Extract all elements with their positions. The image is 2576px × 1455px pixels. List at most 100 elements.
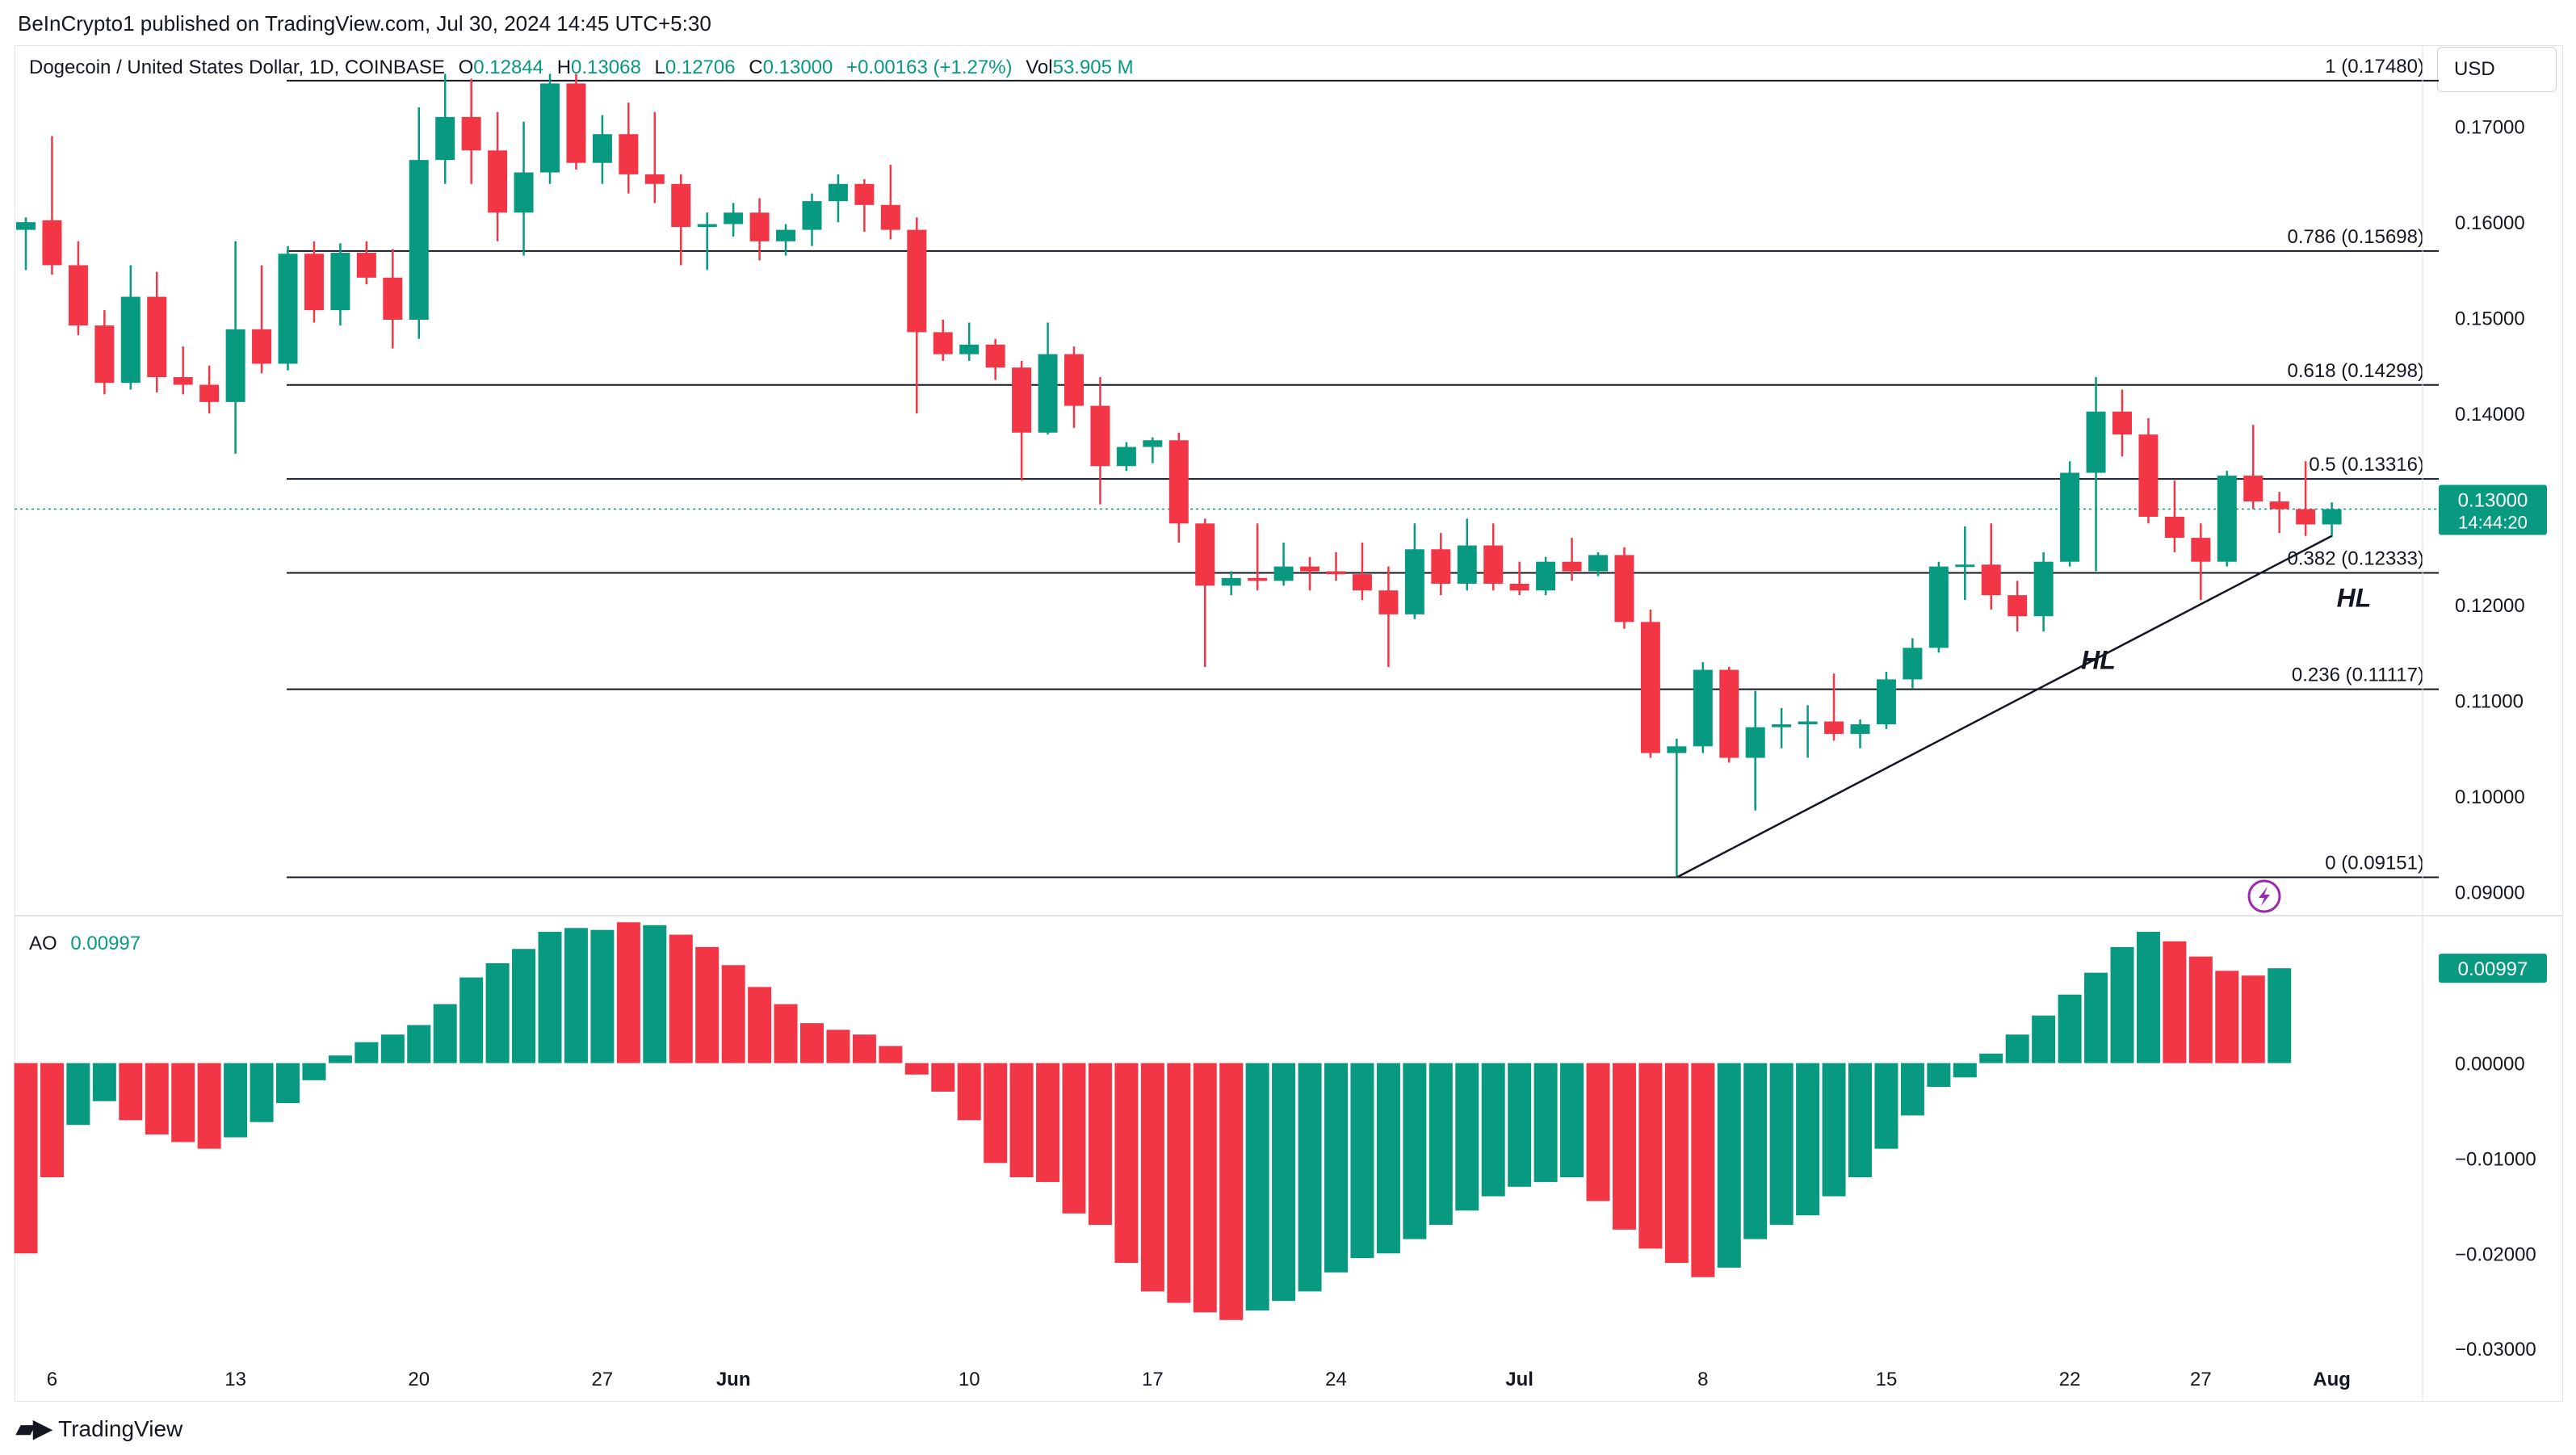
candle-body: [1248, 577, 1268, 581]
ao-bar: [2268, 968, 2292, 1063]
ao-bar: [171, 1063, 195, 1143]
ao-bar: [1769, 1063, 1794, 1225]
candle: [2322, 502, 2342, 537]
ao-tick-label: −0.01000: [2455, 1148, 2536, 1170]
candle-body: [1431, 549, 1451, 584]
candle-body: [1064, 354, 1084, 406]
candle-body: [1352, 574, 1372, 591]
candle-body: [199, 384, 220, 402]
candle: [2296, 461, 2316, 536]
candle: [1536, 556, 1556, 596]
ao-bar: [1455, 1063, 1479, 1211]
flash-icon[interactable]: [2247, 879, 2281, 913]
date-tick-label: 27: [2190, 1369, 2212, 1390]
candle-body: [304, 254, 324, 311]
volume: Vol53.905 M: [1026, 57, 1134, 78]
candle-body: [1536, 561, 1556, 591]
candle: [330, 243, 350, 326]
ohlc-open: O0.12844: [458, 57, 544, 78]
ao-tag-value: 0.00997: [2458, 958, 2528, 980]
ao-bar: [1586, 1063, 1610, 1201]
date-tick-label: 27: [592, 1369, 614, 1390]
candle: [671, 174, 691, 266]
candle-body: [2217, 476, 2237, 562]
candle-body: [985, 344, 1005, 368]
price-tick-label: 0.12000: [2455, 595, 2525, 617]
candle-body: [1824, 721, 1844, 734]
candle-body: [2060, 472, 2080, 562]
candle: [1509, 561, 1529, 596]
candle: [2191, 523, 2211, 601]
symbol-title[interactable]: Dogecoin / United States Dollar, 1D, COI…: [29, 57, 445, 78]
candle-body: [1300, 566, 1320, 572]
date-tick-label: 8: [1697, 1369, 1708, 1390]
currency-button[interactable]: USD: [2437, 47, 2557, 92]
candle: [1012, 360, 1032, 480]
candle-body: [461, 116, 481, 151]
ao-pane: [14, 922, 2292, 1320]
ao-bar: [1350, 1063, 1374, 1259]
candle-body: [1903, 648, 1923, 680]
date-tick-label: Aug: [2313, 1369, 2351, 1390]
ao-bar: [1219, 1063, 1244, 1320]
ao-bar: [197, 1063, 221, 1149]
candle-body: [619, 134, 639, 174]
candle-body: [2033, 561, 2054, 617]
candle-body: [409, 160, 429, 320]
candle-body: [173, 377, 193, 385]
ao-bar: [1298, 1063, 1322, 1292]
candle-body: [1640, 622, 1660, 753]
hl-annotation: HL: [2081, 645, 2116, 674]
ao-bar: [66, 1063, 90, 1126]
candle: [1352, 543, 1372, 601]
candle: [514, 121, 534, 256]
candle: [1876, 671, 1896, 729]
candle: [1745, 690, 1765, 811]
ao-bar: [1874, 1063, 1898, 1149]
candle-body: [2191, 538, 2211, 562]
tradingview-brand[interactable]: ▰▶ TradingView: [16, 1415, 183, 1443]
candle-body: [383, 277, 403, 320]
candle-body: [94, 325, 115, 384]
candle-body: [1614, 555, 1634, 623]
candle: [1824, 673, 1844, 741]
ao-value: 0.00997: [70, 933, 141, 954]
candle: [1457, 518, 1477, 591]
ao-bar: [616, 922, 640, 1063]
ao-bar: [826, 1029, 850, 1063]
ao-bar: [328, 1055, 352, 1063]
ao-bar: [1376, 1063, 1400, 1254]
candle: [2138, 418, 2159, 524]
ao-bar: [2058, 994, 2082, 1063]
ao-bar: [1638, 1063, 1663, 1249]
ao-bar: [433, 1004, 457, 1063]
candle: [724, 203, 744, 237]
price-tag-countdown: 14:44:20: [2458, 513, 2528, 533]
ao-name[interactable]: AO: [29, 933, 57, 954]
candle: [147, 271, 167, 393]
candle: [1038, 322, 1058, 435]
fib-label: 0.236 (0.11117): [2292, 665, 2424, 686]
candle: [1248, 523, 1268, 591]
candle: [304, 241, 324, 323]
date-tick-label: 24: [1325, 1369, 1347, 1390]
ao-bar: [407, 1025, 431, 1063]
candle: [2060, 461, 2080, 567]
candle: [1300, 556, 1320, 591]
candle: [592, 115, 612, 184]
fib-label: 0 (0.09151): [2325, 852, 2424, 874]
trendline: [1676, 535, 2333, 878]
candle-body: [225, 329, 245, 402]
ao-bar: [774, 1004, 798, 1063]
candle-body: [1038, 354, 1058, 433]
candle-body: [1168, 440, 1189, 524]
candle-body: [2112, 411, 2132, 435]
ao-bar: [1009, 1063, 1034, 1178]
ao-bar: [1272, 1063, 1296, 1302]
candle: [1221, 571, 1241, 596]
date-tick-label: 20: [408, 1369, 430, 1390]
candle: [1719, 667, 1739, 763]
candle: [1378, 566, 1399, 667]
candle: [2217, 471, 2237, 567]
